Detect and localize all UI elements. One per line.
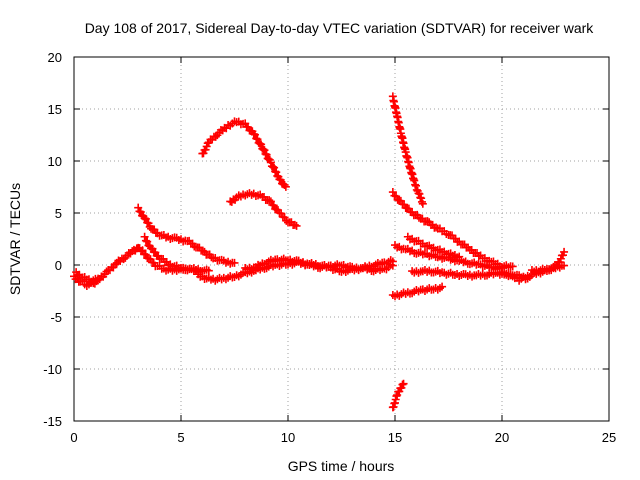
series-track-e [140, 232, 207, 277]
gridlines [74, 57, 609, 421]
data-point [388, 261, 397, 270]
data-point [269, 201, 278, 210]
y-tick-label: 15 [48, 102, 62, 117]
y-tick-label: -5 [50, 310, 62, 325]
data-point [560, 247, 569, 256]
data-point [411, 180, 420, 189]
axis-ticks [73, 56, 610, 422]
data-point [230, 258, 239, 267]
data-point [417, 194, 426, 203]
x-tick-label: 10 [281, 430, 295, 445]
series-track-g [226, 189, 301, 230]
data-point [417, 197, 426, 206]
data-point [410, 176, 419, 185]
series-track-k [388, 379, 408, 412]
series-track-m [391, 241, 506, 274]
series-track-f [198, 117, 290, 191]
data-point [276, 175, 285, 184]
data-point [111, 260, 120, 269]
y-tick-label: -15 [43, 414, 62, 429]
data-point [257, 140, 266, 149]
series-track-q [527, 261, 569, 276]
y-tick-labels: -15 -10 -5 0 5 10 15 20 [43, 50, 62, 429]
data-point [141, 250, 150, 259]
x-tick-label: 15 [388, 430, 402, 445]
x-tick-label: 20 [495, 430, 509, 445]
data-point [398, 380, 407, 389]
data-point [198, 246, 207, 255]
chart-title: Day 108 of 2017, Sidereal Day-to-day VTE… [85, 20, 595, 36]
data-point [198, 267, 207, 276]
data-point [270, 163, 279, 172]
data-point [260, 146, 269, 155]
data-series [70, 92, 569, 412]
data-point [432, 223, 441, 232]
data-point [281, 182, 290, 191]
data-point [265, 196, 274, 205]
series-track-c [72, 268, 104, 286]
y-tick-label: 0 [55, 258, 62, 273]
y-tick-label: -10 [43, 362, 62, 377]
data-point [140, 232, 149, 241]
data-point [418, 199, 427, 208]
data-point [95, 274, 104, 283]
data-point [290, 220, 299, 229]
data-point [136, 207, 145, 216]
data-point [438, 282, 447, 291]
series-track-h [241, 254, 397, 277]
data-point [272, 168, 281, 177]
data-point [138, 246, 147, 255]
data-point [141, 236, 150, 245]
x-tick-labels: 0 5 10 15 20 25 [70, 430, 616, 445]
data-point [411, 181, 420, 190]
x-tick-label: 5 [177, 430, 184, 445]
data-point [455, 252, 464, 261]
data-point [250, 130, 259, 139]
data-point [388, 188, 397, 197]
series-track-n [403, 232, 464, 262]
data-point [143, 237, 152, 246]
x-tick-label: 0 [70, 430, 77, 445]
x-axis-label: GPS time / hours [288, 458, 395, 474]
y-tick-label: 10 [48, 154, 62, 169]
x-tick-label: 25 [602, 430, 616, 445]
plot-area-border [73, 56, 610, 422]
series-track-i [388, 92, 427, 208]
data-point [141, 214, 150, 223]
data-point [144, 219, 153, 228]
series-track-l [388, 282, 447, 301]
data-point [508, 262, 517, 271]
data-point [266, 197, 275, 206]
data-point [292, 221, 301, 230]
y-tick-label: 20 [48, 50, 62, 65]
data-point [415, 189, 424, 198]
y-tick-label: 5 [55, 206, 62, 221]
data-point [134, 203, 143, 212]
data-point [560, 261, 569, 270]
data-point [262, 150, 271, 159]
data-point [253, 135, 262, 144]
data-point [266, 158, 275, 167]
data-point [399, 379, 408, 388]
data-point [392, 192, 401, 201]
series-track-d [134, 203, 239, 268]
data-point [211, 132, 220, 141]
y-axis-label: SDTVAR / TECUs [7, 183, 23, 295]
